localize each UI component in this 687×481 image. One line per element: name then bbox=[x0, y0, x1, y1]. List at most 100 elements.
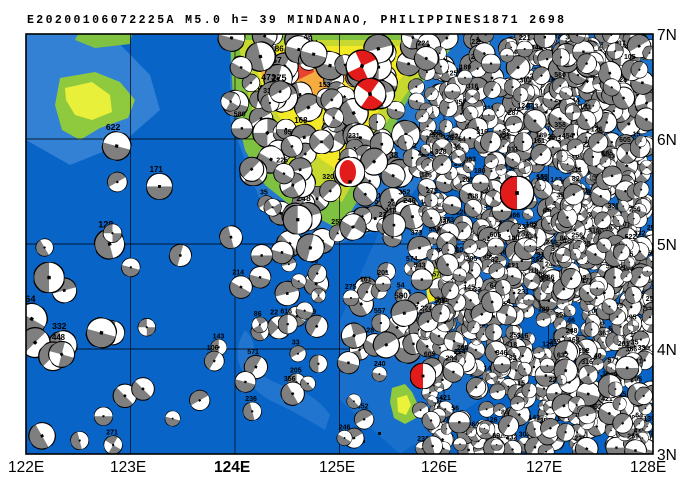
svg-text:124E: 124E bbox=[214, 459, 250, 476]
svg-text:143: 143 bbox=[528, 415, 540, 422]
svg-text:275: 275 bbox=[426, 188, 438, 195]
svg-text:259: 259 bbox=[509, 332, 521, 339]
svg-text:231: 231 bbox=[348, 133, 360, 140]
svg-text:346: 346 bbox=[420, 173, 432, 180]
svg-text:28: 28 bbox=[578, 25, 586, 32]
svg-text:473: 473 bbox=[625, 26, 637, 33]
svg-text:234: 234 bbox=[446, 356, 458, 363]
svg-text:343: 343 bbox=[527, 104, 539, 111]
svg-text:580: 580 bbox=[394, 292, 408, 301]
svg-text:54: 54 bbox=[458, 137, 466, 144]
svg-text:373: 373 bbox=[442, 217, 454, 224]
svg-text:5N: 5N bbox=[657, 237, 677, 254]
svg-text:264: 264 bbox=[20, 294, 36, 304]
svg-text:40: 40 bbox=[594, 353, 602, 360]
svg-text:356: 356 bbox=[284, 376, 296, 383]
svg-text:106: 106 bbox=[207, 345, 219, 352]
svg-text:275: 275 bbox=[345, 284, 357, 291]
svg-text:421: 421 bbox=[439, 395, 451, 402]
svg-text:126: 126 bbox=[591, 127, 603, 134]
svg-text:36: 36 bbox=[453, 144, 461, 151]
svg-text:86: 86 bbox=[275, 45, 285, 54]
svg-text:248: 248 bbox=[566, 328, 578, 335]
svg-text:224: 224 bbox=[417, 39, 429, 47]
svg-text:363: 363 bbox=[464, 157, 476, 164]
svg-text:311: 311 bbox=[507, 146, 518, 153]
svg-text:33: 33 bbox=[638, 345, 646, 352]
svg-text:214: 214 bbox=[232, 270, 244, 277]
svg-text:64: 64 bbox=[635, 413, 643, 420]
svg-text:126: 126 bbox=[597, 20, 609, 27]
svg-text:6N: 6N bbox=[657, 132, 677, 149]
svg-text:161: 161 bbox=[533, 138, 545, 145]
svg-text:105: 105 bbox=[526, 221, 538, 228]
svg-text:205: 205 bbox=[290, 368, 302, 375]
svg-text:580: 580 bbox=[554, 72, 566, 79]
svg-text:332: 332 bbox=[52, 321, 67, 331]
svg-text:153: 153 bbox=[536, 174, 548, 181]
svg-text:125E: 125E bbox=[319, 459, 355, 476]
svg-text:221: 221 bbox=[519, 35, 531, 42]
svg-text:180: 180 bbox=[474, 168, 486, 175]
svg-text:201: 201 bbox=[377, 270, 389, 277]
svg-text:101: 101 bbox=[434, 298, 446, 305]
svg-text:35: 35 bbox=[260, 190, 268, 197]
svg-text:189: 189 bbox=[460, 65, 472, 72]
svg-text:328: 328 bbox=[435, 149, 447, 156]
svg-text:168: 168 bbox=[294, 116, 308, 125]
svg-text:346: 346 bbox=[496, 350, 508, 357]
svg-text:161: 161 bbox=[360, 277, 372, 284]
svg-text:454: 454 bbox=[562, 133, 574, 140]
svg-text:352: 352 bbox=[531, 257, 543, 264]
svg-text:252: 252 bbox=[646, 296, 658, 303]
svg-text:336: 336 bbox=[525, 234, 537, 241]
svg-text:86: 86 bbox=[501, 410, 509, 417]
svg-text:605: 605 bbox=[619, 137, 631, 144]
svg-text:358: 358 bbox=[554, 122, 566, 129]
svg-text:86: 86 bbox=[254, 311, 262, 318]
svg-text:118: 118 bbox=[385, 207, 396, 214]
svg-text:580: 580 bbox=[234, 112, 246, 119]
svg-text:171: 171 bbox=[150, 165, 164, 174]
svg-text:224: 224 bbox=[421, 306, 433, 313]
svg-text:122E: 122E bbox=[8, 459, 44, 476]
svg-text:356: 356 bbox=[626, 347, 638, 354]
svg-text:4N: 4N bbox=[657, 342, 677, 359]
svg-text:632: 632 bbox=[557, 352, 569, 360]
svg-text:225: 225 bbox=[276, 157, 288, 164]
svg-text:303: 303 bbox=[520, 78, 532, 85]
svg-text:616: 616 bbox=[280, 309, 292, 316]
svg-text:28: 28 bbox=[547, 134, 555, 141]
svg-text:18: 18 bbox=[509, 342, 517, 349]
svg-text:3N: 3N bbox=[657, 447, 677, 464]
svg-text:571: 571 bbox=[247, 349, 259, 356]
svg-text:295: 295 bbox=[601, 151, 613, 158]
svg-text:46: 46 bbox=[567, 318, 575, 325]
svg-text:123E: 123E bbox=[110, 459, 146, 476]
svg-text:373: 373 bbox=[411, 229, 423, 237]
svg-text:153: 153 bbox=[319, 82, 331, 89]
svg-text:316: 316 bbox=[588, 228, 600, 235]
svg-text:56: 56 bbox=[451, 405, 459, 412]
svg-text:557: 557 bbox=[374, 308, 386, 315]
svg-text:54: 54 bbox=[397, 282, 405, 289]
svg-text:168: 168 bbox=[467, 194, 479, 201]
svg-text:605: 605 bbox=[424, 352, 436, 359]
svg-text:240: 240 bbox=[374, 361, 386, 368]
svg-text:316: 316 bbox=[581, 359, 593, 366]
svg-text:259: 259 bbox=[627, 434, 639, 441]
svg-text:E20200106072225A M5.0 h= 39 MI: E20200106072225A M5.0 h= 39 MINDANAO, PH… bbox=[27, 14, 566, 27]
svg-text:256: 256 bbox=[629, 207, 641, 214]
svg-text:40: 40 bbox=[455, 247, 463, 254]
svg-text:605: 605 bbox=[490, 232, 502, 239]
svg-text:271: 271 bbox=[106, 430, 118, 437]
svg-text:69: 69 bbox=[492, 433, 500, 440]
svg-text:127E: 127E bbox=[526, 459, 562, 476]
svg-text:246: 246 bbox=[339, 425, 351, 432]
svg-text:7N: 7N bbox=[657, 27, 677, 44]
svg-text:126E: 126E bbox=[421, 459, 457, 476]
svg-text:246: 246 bbox=[403, 196, 416, 205]
svg-text:73: 73 bbox=[433, 403, 441, 410]
svg-text:145: 145 bbox=[463, 285, 475, 292]
svg-text:473: 473 bbox=[261, 72, 276, 82]
